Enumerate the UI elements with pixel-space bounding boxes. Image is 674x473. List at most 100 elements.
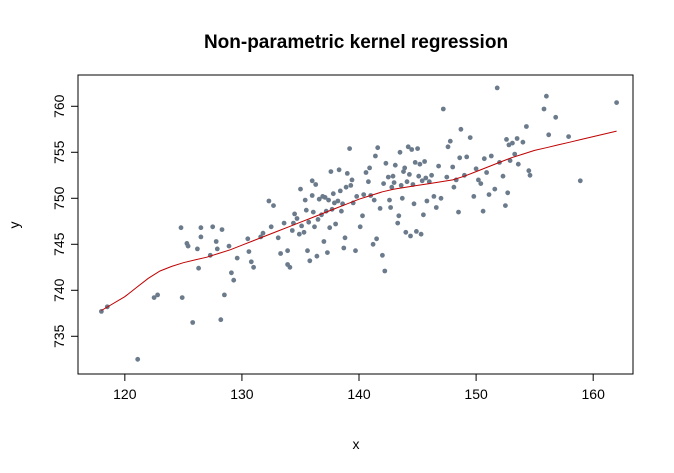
data-point: [390, 173, 396, 179]
data-point: [382, 268, 388, 274]
y-tick-label: 755: [51, 140, 67, 164]
data-point: [492, 186, 498, 192]
data-point: [418, 231, 424, 237]
data-point: [214, 246, 220, 252]
data-point: [231, 277, 237, 283]
y-tick-label: 745: [51, 232, 67, 256]
data-point: [433, 205, 439, 210]
data-point: [305, 248, 310, 254]
data-point: [307, 258, 313, 264]
data-point: [195, 246, 200, 252]
data-point: [313, 182, 319, 187]
data-point: [375, 145, 381, 151]
data-point: [456, 209, 461, 215]
data-point: [326, 197, 331, 203]
data-point: [614, 100, 619, 105]
data-point: [315, 217, 321, 222]
data-point: [377, 206, 383, 211]
data-point: [440, 106, 446, 112]
data-point: [403, 229, 409, 235]
y-tick-label: 735: [51, 324, 67, 348]
data-point: [342, 235, 348, 241]
data-point: [278, 251, 283, 256]
data-point: [366, 179, 371, 185]
data-point: [251, 264, 256, 270]
data-point: [457, 155, 463, 161]
data-point: [321, 239, 327, 244]
data-point: [515, 161, 521, 167]
data-point: [281, 220, 287, 226]
x-axis: 120 130 140 150 160: [113, 374, 605, 402]
data-point: [444, 174, 450, 180]
data-point: [219, 227, 225, 233]
data-point: [503, 203, 508, 209]
data-point: [481, 156, 487, 162]
data-point: [155, 292, 161, 298]
data-point: [546, 132, 552, 138]
data-point: [398, 183, 404, 188]
chart-title: Non-parametric kernel regression: [204, 32, 508, 53]
data-point: [337, 188, 343, 194]
data-point: [218, 317, 224, 323]
data-point: [289, 228, 295, 233]
data-point: [151, 295, 157, 300]
data-point: [484, 170, 489, 175]
data-point: [327, 225, 333, 231]
data-point: [383, 160, 389, 166]
data-point: [424, 198, 430, 204]
data-point: [407, 172, 412, 177]
data-point: [301, 229, 307, 235]
data-point: [397, 149, 403, 155]
data-point: [135, 356, 141, 362]
data-point: [417, 161, 423, 167]
data-point: [245, 236, 251, 242]
data-point: [553, 114, 559, 120]
data-point: [524, 124, 529, 129]
regression-curve: [101, 130, 617, 311]
data-point: [344, 171, 350, 176]
data-point: [179, 295, 185, 300]
data-point: [505, 190, 511, 196]
data-point: [404, 179, 410, 185]
data-point: [451, 184, 457, 190]
data-point: [185, 243, 191, 249]
data-point: [401, 169, 406, 175]
data-point: [473, 166, 479, 172]
data-point: [367, 165, 372, 171]
regression-curve-group: [101, 130, 617, 311]
data-point: [210, 224, 216, 230]
data-point: [330, 191, 336, 197]
data-point: [415, 146, 420, 152]
x-tick-label: 140: [347, 386, 371, 402]
data-point: [416, 173, 422, 179]
data-point: [348, 183, 354, 188]
data-point: [248, 259, 254, 265]
data-point: [268, 224, 274, 230]
data-point: [423, 175, 429, 181]
data-point: [341, 245, 347, 251]
data-point: [458, 126, 464, 132]
data-point: [292, 211, 297, 217]
data-point: [471, 194, 477, 199]
data-point: [380, 252, 385, 258]
data-point: [360, 213, 365, 219]
data-point: [486, 192, 492, 198]
x-tick-label: 130: [230, 386, 254, 402]
data-point: [438, 195, 444, 201]
data-point: [373, 153, 378, 159]
data-point: [302, 197, 308, 203]
data-point: [296, 231, 302, 237]
data-point: [271, 203, 276, 209]
data-point: [266, 198, 272, 204]
data-point: [229, 270, 234, 276]
data-point: [541, 106, 547, 112]
y-axis: 735 740 745 750 755 760: [51, 94, 78, 348]
data-point: [500, 173, 506, 179]
data-point: [361, 192, 367, 198]
data-point: [246, 249, 252, 255]
data-point: [196, 265, 202, 271]
data-point: [370, 241, 376, 247]
data-point: [396, 213, 402, 219]
y-tick-label: 740: [51, 278, 67, 302]
data-point: [447, 138, 453, 144]
